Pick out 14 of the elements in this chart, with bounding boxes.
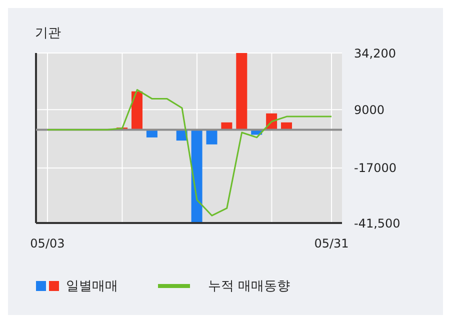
line-series — [46, 89, 332, 216]
y-tick-label: 34,200 — [354, 46, 396, 60]
y-tick-label: 9000 — [354, 102, 385, 117]
y-tick-label: -17000 — [354, 161, 397, 176]
legend-label: 누적 매매동향 — [208, 279, 290, 294]
x-tick-label: 05/03 — [30, 236, 65, 251]
bar — [131, 91, 142, 130]
bar — [191, 130, 202, 223]
x-tick-label: 05/31 — [314, 236, 349, 251]
bar — [236, 53, 248, 130]
legend-label: 일별매매 — [66, 279, 118, 294]
chart-title: 기관 — [35, 25, 61, 42]
y-tick-label: -41,500 — [354, 216, 400, 230]
bar — [206, 130, 218, 144]
